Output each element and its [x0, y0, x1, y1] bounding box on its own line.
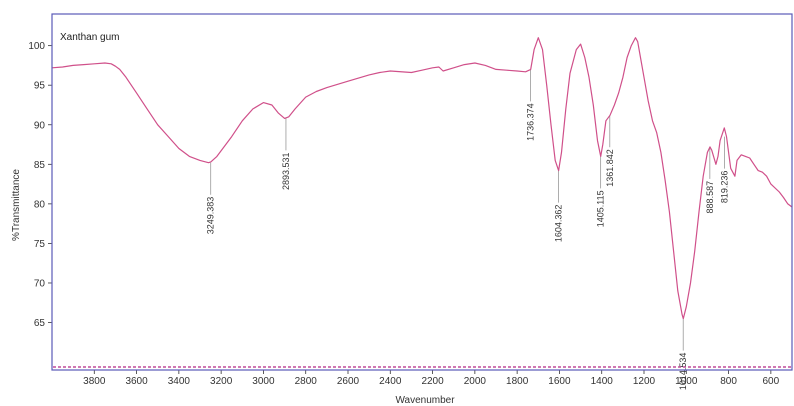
y-axis-label: %Transmittance — [11, 169, 22, 241]
x-tick-label: 2800 — [295, 376, 318, 387]
x-axis-label: Wavenumber — [395, 395, 455, 406]
x-tick-label: 1000 — [675, 376, 698, 387]
y-tick-label: 80 — [34, 199, 46, 210]
y-tick-label: 90 — [34, 120, 46, 131]
peak-label: 1361.842 — [605, 149, 615, 187]
peak-label: 819.236 — [720, 171, 730, 204]
peak-label: 1604.362 — [554, 205, 564, 243]
x-tick-label: 1600 — [548, 376, 571, 387]
peak-label: 1014.534 — [678, 353, 688, 391]
plot-frame — [51, 13, 793, 371]
x-tick-label: 3800 — [83, 376, 106, 387]
peak-label: 3249.383 — [206, 197, 216, 235]
x-tick-label: 1800 — [506, 376, 529, 387]
peak-label: 1405.115 — [596, 190, 606, 227]
y-tick-label: 65 — [34, 318, 46, 329]
peak-label: 2893.531 — [281, 152, 291, 190]
x-tick-label: 2200 — [421, 376, 444, 387]
x-tick-label: 2600 — [337, 376, 360, 387]
y-tick-label: 100 — [28, 41, 45, 52]
sample-label: Xanthan gum — [60, 32, 120, 43]
peak-label: 1736.374 — [526, 103, 536, 141]
axis-ticks: 3800 3600 3400 3200 3000 2800 2600 2400 2200 2000… — [28, 41, 779, 387]
x-tick-label: 3400 — [168, 376, 191, 387]
x-tick-label: 3000 — [252, 376, 275, 387]
spectrum-line — [51, 37, 793, 320]
y-tick-label: 95 — [34, 81, 46, 92]
y-tick-label: 85 — [34, 160, 46, 171]
x-tick-label: 1400 — [591, 376, 614, 387]
x-tick-label: 800 — [720, 376, 737, 387]
x-tick-label: 2400 — [379, 376, 402, 387]
peak-annotations: 3249.383 2893.531 1736.374 1604.362 1405.115… — [206, 69, 730, 390]
y-tick-label: 75 — [34, 239, 46, 250]
x-tick-label: 3200 — [210, 376, 233, 387]
x-tick-label: 3600 — [125, 376, 148, 387]
y-tick-label: 70 — [34, 278, 46, 289]
x-tick-label: 600 — [763, 376, 780, 387]
x-tick-label: 1200 — [633, 376, 656, 387]
peak-label: 888.587 — [705, 181, 715, 214]
x-tick-label: 2000 — [464, 376, 487, 387]
